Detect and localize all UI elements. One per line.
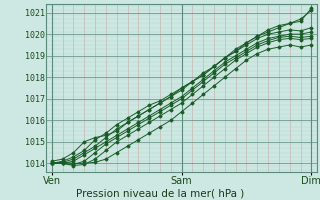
Text: Pression niveau de la mer( hPa ): Pression niveau de la mer( hPa )	[76, 188, 244, 198]
